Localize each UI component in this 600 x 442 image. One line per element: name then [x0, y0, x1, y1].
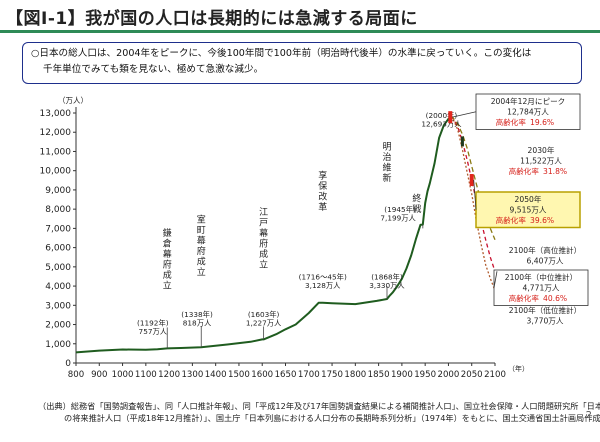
y-tick-label: 11,000	[40, 147, 72, 157]
title-underline	[0, 30, 600, 33]
x-unit-label: （年）	[508, 364, 529, 373]
callout-rate-label: 高齢化率	[496, 215, 527, 225]
callout-rate-label: 高齢化率	[509, 166, 540, 176]
callout-text: 9,515万人	[510, 206, 547, 215]
x-tick-label: 1650	[275, 370, 297, 380]
y-unit-label: （万人）	[58, 96, 88, 105]
callout-text: 2100年（中位推計）	[505, 272, 577, 282]
era-label: 終戦	[412, 192, 421, 215]
callout-text: 6,407万人	[527, 257, 564, 266]
point-annotation-value: 7,199万人	[380, 214, 416, 223]
point-annotation-value: 818万人	[183, 319, 212, 328]
x-tick-label: 1800	[344, 370, 366, 380]
callout-text: 2100年（低位推計）	[509, 305, 581, 315]
source-note: （出典）総務省「国勢調査報告」、同「人口推計年報」、同「平成12年及び17年国勢…	[38, 400, 600, 424]
point-annotation-year: (1603年)	[248, 310, 280, 319]
x-tick-label: 1300	[181, 370, 203, 380]
marker-point	[448, 111, 453, 124]
point-annotation-value: 1,227万人	[246, 319, 282, 328]
point-annotation-value: 3,330万人	[369, 281, 405, 290]
x-tick-label: 1950	[414, 370, 436, 380]
era-label: 室町幕府成立	[197, 214, 206, 279]
marker-point	[460, 136, 464, 147]
x-tick-label: 1000	[112, 370, 134, 380]
callout-connector	[473, 179, 477, 210]
x-tick-label: 1400	[205, 370, 227, 380]
x-tick-label: 1700	[298, 370, 320, 380]
callout-rate-value: 40.6%	[543, 294, 567, 303]
callout-box	[475, 93, 581, 130]
y-tick-label: 7,000	[45, 224, 71, 234]
y-tick-label: 1,000	[45, 340, 71, 350]
callout-text: 2004年12月にピーク	[491, 96, 566, 106]
y-tick-label: 10,000	[40, 167, 72, 177]
y-tick-label: 4,000	[45, 282, 71, 292]
series-line-2	[450, 116, 496, 241]
y-tick-label: 12,000	[40, 128, 72, 138]
point-annotation-year: (1338年)	[181, 310, 213, 319]
era-label: 明治維新	[382, 142, 391, 185]
page-title: 【図Ⅰ-1】我が国の人口は長期的には急減する局面に	[6, 9, 418, 29]
callout-rate-label: 高齢化率	[509, 293, 540, 303]
y-tick-label: 0	[65, 359, 71, 369]
point-annotation-year: (1192年)	[137, 319, 169, 328]
y-tick-label: 2,000	[45, 321, 71, 331]
series-line-1	[450, 116, 496, 272]
callout-text: 3,770万人	[527, 317, 564, 326]
x-tick-label: 1500	[228, 370, 250, 380]
x-tick-label: 900	[91, 370, 107, 380]
x-tick-label: 1850	[368, 370, 390, 380]
callout-rate-value: 31.8%	[543, 167, 567, 176]
x-tick-label: 800	[68, 370, 84, 380]
page-number: 2	[585, 410, 592, 421]
x-tick-label: 2000	[438, 370, 460, 380]
callout-connector	[493, 271, 498, 288]
point-annotation-year: (2000年)	[426, 111, 458, 120]
y-tick-label: 5,000	[45, 263, 71, 273]
summary-box: ○日本の総人口は、2004年をピークに、今後100年間で100年前（明治時代後半…	[22, 42, 582, 84]
callout-rate-value: 19.6%	[530, 118, 554, 127]
callout-text: 11,522万人	[520, 157, 562, 166]
summary-line-2: 千年単位でみても類を見ない、極めて急激な減少。	[43, 64, 264, 75]
point-annotation-year: (1945年)	[384, 205, 416, 214]
x-tick-label: 1100	[135, 370, 157, 380]
population-chart: 0 1,000 2,000 3,000 4,000 5,000 6,000 7,000 8,00…	[40, 93, 589, 380]
x-tick-label: 1600	[251, 370, 273, 380]
marker-point	[469, 174, 474, 187]
callout-text: 2100年（高位推計）	[509, 245, 581, 255]
point-annotation-year: (1868年)	[371, 272, 403, 281]
point-annotation-value: 3,128万人	[305, 281, 341, 290]
source-line-2: の将来推計人口（平成18年12月推計）」、国土庁「日本列島における人口分布の長期…	[64, 413, 600, 423]
callout-connector	[452, 111, 477, 118]
callout-text: 4,771万人	[523, 284, 560, 293]
point-annotation-year: (1716～45年)	[299, 272, 347, 281]
point-annotation-value: 12,693万人	[421, 119, 462, 128]
y-tick-label: 13,000	[40, 109, 72, 119]
callout-box	[493, 269, 589, 306]
era-label: 江戸幕府成立	[259, 207, 268, 271]
y-tick-label: 3,000	[45, 301, 71, 311]
x-tick-label: 2100	[484, 370, 506, 380]
summary-line-1: ○日本の総人口は、2004年をピークに、今後100年間で100年前（明治時代後半…	[31, 48, 532, 59]
y-tick-label: 9,000	[45, 186, 71, 196]
era-label: 享保改革	[318, 169, 327, 213]
point-annotation-value: 757万人	[139, 327, 168, 336]
era-label: 鎌倉幕府成立	[163, 227, 172, 291]
callout-rate-value: 39.6%	[530, 216, 554, 225]
callout-rate-label: 高齢化率	[496, 117, 527, 127]
x-tick-label: 1750	[321, 370, 343, 380]
x-tick-label: 1900	[391, 370, 413, 380]
x-tick-label: 2050	[461, 370, 483, 380]
y-tick-label: 8,000	[45, 205, 71, 215]
series-line-3	[449, 116, 496, 291]
series-line-0	[75, 116, 451, 354]
x-tick-label: 1200	[158, 370, 180, 380]
callout-box	[475, 191, 581, 229]
callout-text: 12,784万人	[507, 108, 549, 117]
callout-text: 2050年	[515, 194, 542, 204]
callout-text: 2030年	[528, 145, 555, 155]
y-tick-label: 6,000	[45, 244, 71, 254]
source-line-1: （出典）総務省「国勢調査報告」、同「人口推計年報」、同「平成12年及び17年国勢…	[38, 401, 600, 411]
